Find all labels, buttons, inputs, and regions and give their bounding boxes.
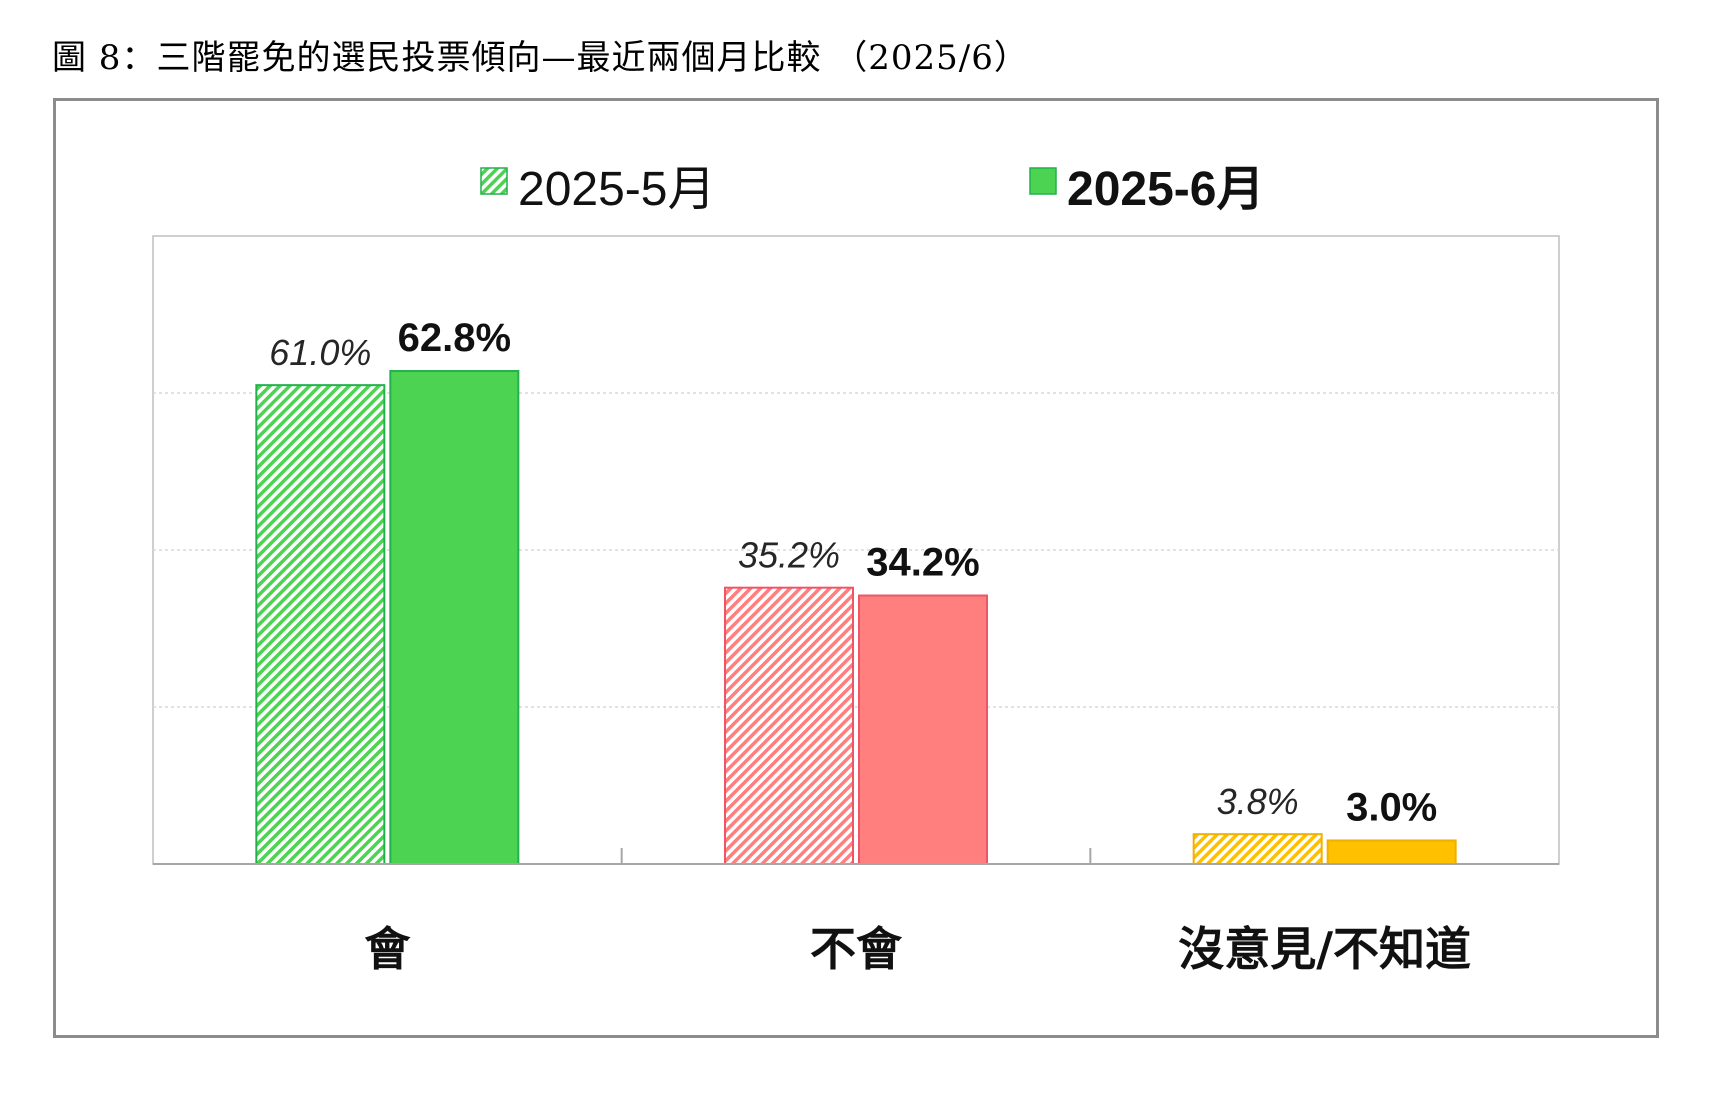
data-label-may-2: 3.8%	[1217, 781, 1299, 822]
legend-label-may: 2025-5月	[518, 163, 715, 216]
legend-swatch-jun	[1029, 167, 1057, 195]
data-label-may-1: 35.2%	[738, 535, 840, 576]
category-label-2: 沒意見/不知道	[1178, 922, 1471, 976]
x-axis: 會 不會 沒意見/不知道	[153, 848, 1559, 976]
bars	[255, 370, 1457, 866]
bar-jun-1	[858, 594, 988, 866]
legend-label-jun: 2025-6月	[1067, 163, 1264, 216]
bar-may-1	[724, 586, 854, 865]
data-labels: 61.0% 62.8% 35.2% 34.2% 3.8% 3.0%	[269, 316, 1437, 829]
data-label-jun-1: 34.2%	[866, 541, 979, 585]
bar-jun-0	[389, 370, 520, 865]
category-label-0: 會	[364, 922, 411, 976]
category-label-1: 不會	[810, 922, 903, 976]
legend-swatch-may	[480, 167, 508, 195]
bar-jun-2	[1326, 839, 1457, 866]
gridlines	[153, 392, 1559, 708]
legend: 2025-5月 2025-6月	[480, 163, 1264, 216]
data-label-may-0: 61.0%	[269, 332, 371, 373]
data-label-jun-0: 62.8%	[398, 316, 511, 360]
data-label-jun-2: 3.0%	[1346, 785, 1437, 829]
bar-may-0	[255, 384, 386, 865]
bar-may-2	[1192, 833, 1323, 865]
figure-title: 圖 8：三階罷免的選民投票傾向—最近兩個月比較 （2025/6）	[52, 38, 1029, 78]
